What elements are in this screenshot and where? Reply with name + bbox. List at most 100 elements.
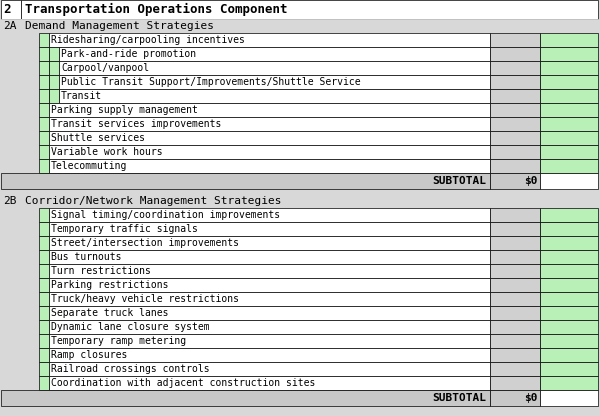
Bar bbox=[39, 47, 49, 61]
Bar bbox=[540, 264, 598, 278]
Bar bbox=[21, 194, 598, 208]
Bar bbox=[49, 208, 490, 222]
Text: SUBTOTAL: SUBTOTAL bbox=[432, 393, 486, 403]
Text: 2A: 2A bbox=[3, 21, 17, 31]
Text: Bus turnouts: Bus turnouts bbox=[51, 252, 121, 262]
Bar bbox=[59, 61, 490, 75]
Bar bbox=[21, 19, 598, 33]
Bar bbox=[490, 236, 540, 250]
Bar bbox=[49, 222, 490, 236]
Bar bbox=[540, 362, 598, 376]
Text: Corridor/Network Management Strategies: Corridor/Network Management Strategies bbox=[25, 196, 281, 206]
Bar bbox=[490, 264, 540, 278]
Bar bbox=[59, 47, 490, 61]
Bar bbox=[540, 306, 598, 320]
Bar bbox=[490, 320, 540, 334]
Bar bbox=[49, 117, 490, 131]
Bar bbox=[540, 334, 598, 348]
Text: Parking restrictions: Parking restrictions bbox=[51, 280, 169, 290]
Text: Ridesharing/carpooling incentives: Ridesharing/carpooling incentives bbox=[51, 35, 245, 45]
Text: 2B: 2B bbox=[3, 196, 17, 206]
Bar bbox=[490, 278, 540, 292]
Bar bbox=[490, 173, 540, 189]
Bar bbox=[540, 250, 598, 264]
Bar bbox=[49, 376, 490, 390]
Bar bbox=[49, 292, 490, 306]
Bar bbox=[39, 306, 49, 320]
Bar bbox=[540, 103, 598, 117]
Bar bbox=[49, 278, 490, 292]
Bar bbox=[39, 61, 49, 75]
Bar bbox=[49, 47, 59, 61]
Bar bbox=[540, 89, 598, 103]
Text: Temporary traffic signals: Temporary traffic signals bbox=[51, 224, 198, 234]
Bar bbox=[49, 103, 490, 117]
Bar bbox=[49, 61, 59, 75]
Bar bbox=[490, 376, 540, 390]
Text: Truck/heavy vehicle restrictions: Truck/heavy vehicle restrictions bbox=[51, 294, 239, 304]
Bar bbox=[39, 131, 49, 145]
Text: Coordination with adjacent construction sites: Coordination with adjacent construction … bbox=[51, 378, 316, 388]
Bar bbox=[540, 292, 598, 306]
Bar bbox=[39, 117, 49, 131]
Bar bbox=[49, 159, 490, 173]
Bar bbox=[39, 222, 49, 236]
Bar bbox=[490, 348, 540, 362]
Bar bbox=[39, 320, 49, 334]
Bar bbox=[490, 75, 540, 89]
Bar bbox=[490, 131, 540, 145]
Bar bbox=[49, 320, 490, 334]
Text: 2: 2 bbox=[3, 3, 11, 16]
Text: Transit services improvements: Transit services improvements bbox=[51, 119, 221, 129]
Bar bbox=[540, 61, 598, 75]
Text: SUBTOTAL: SUBTOTAL bbox=[432, 176, 486, 186]
Bar bbox=[39, 103, 49, 117]
Bar bbox=[39, 264, 49, 278]
Bar bbox=[39, 292, 49, 306]
Text: Ramp closures: Ramp closures bbox=[51, 350, 127, 360]
Bar bbox=[490, 250, 540, 264]
Text: Temporary ramp metering: Temporary ramp metering bbox=[51, 336, 186, 346]
Bar bbox=[540, 222, 598, 236]
Bar bbox=[540, 348, 598, 362]
Bar bbox=[540, 75, 598, 89]
Bar bbox=[49, 306, 490, 320]
Text: Dynamic lane closure system: Dynamic lane closure system bbox=[51, 322, 209, 332]
Bar bbox=[39, 250, 49, 264]
Text: Signal timing/coordination improvements: Signal timing/coordination improvements bbox=[51, 210, 280, 220]
Bar bbox=[59, 75, 490, 89]
Text: Public Transit Support/Improvements/Shuttle Service: Public Transit Support/Improvements/Shut… bbox=[61, 77, 361, 87]
Bar bbox=[490, 145, 540, 159]
Bar bbox=[540, 47, 598, 61]
Bar bbox=[540, 159, 598, 173]
Bar bbox=[49, 145, 490, 159]
Text: Turn restrictions: Turn restrictions bbox=[51, 266, 151, 276]
Bar bbox=[490, 306, 540, 320]
Bar bbox=[540, 376, 598, 390]
Bar bbox=[49, 33, 490, 47]
Text: $0: $0 bbox=[524, 176, 538, 186]
Bar bbox=[39, 159, 49, 173]
Bar bbox=[39, 334, 49, 348]
Bar bbox=[39, 145, 49, 159]
Bar bbox=[540, 320, 598, 334]
Text: Transportation Operations Component: Transportation Operations Component bbox=[25, 3, 287, 16]
Bar bbox=[39, 89, 49, 103]
Bar bbox=[540, 131, 598, 145]
Bar bbox=[490, 362, 540, 376]
Bar bbox=[1, 0, 21, 19]
Bar bbox=[490, 61, 540, 75]
Bar bbox=[39, 376, 49, 390]
Bar bbox=[490, 117, 540, 131]
Bar bbox=[1, 19, 21, 33]
Bar bbox=[49, 131, 490, 145]
Bar bbox=[39, 236, 49, 250]
Bar bbox=[540, 278, 598, 292]
Bar bbox=[1, 173, 490, 189]
Bar bbox=[39, 208, 49, 222]
Bar bbox=[49, 236, 490, 250]
Bar bbox=[59, 89, 490, 103]
Bar bbox=[490, 103, 540, 117]
Bar bbox=[490, 33, 540, 47]
Bar bbox=[490, 208, 540, 222]
